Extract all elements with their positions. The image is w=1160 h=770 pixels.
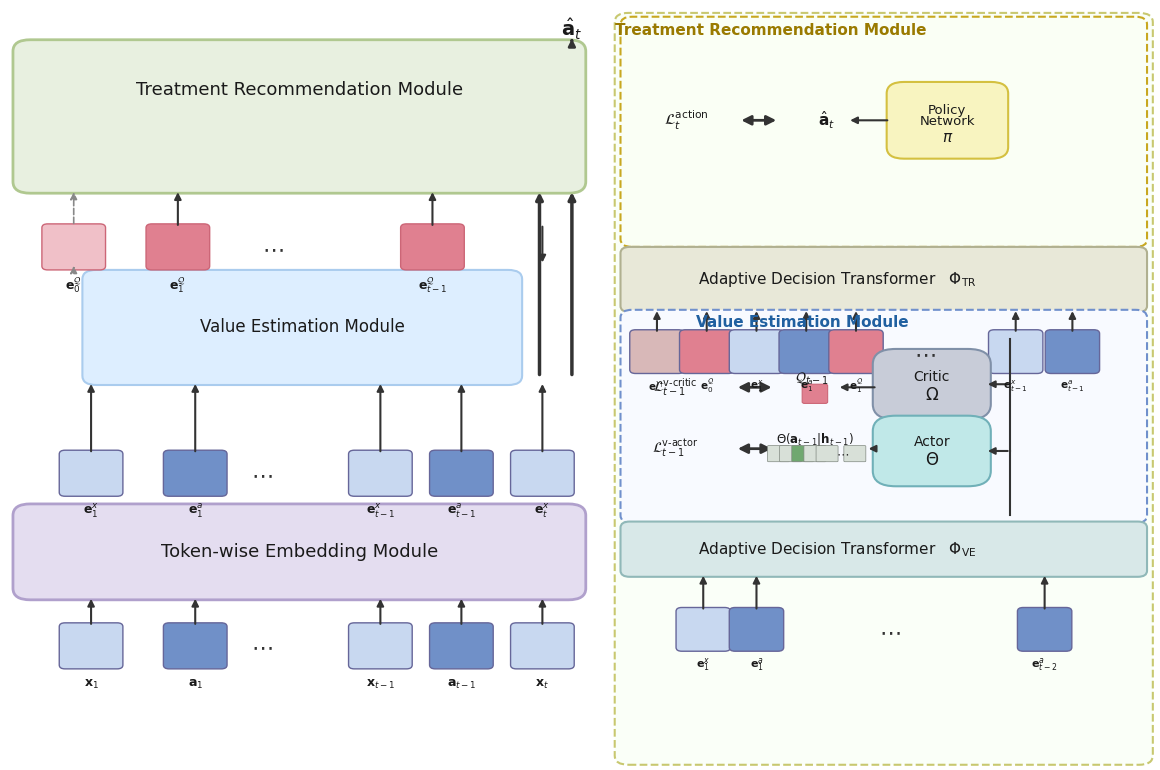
Text: Value Estimation Module: Value Estimation Module [200, 319, 405, 336]
Text: Critic: Critic [914, 370, 950, 383]
Text: $\mathbf{a}_{t-1}$: $\mathbf{a}_{t-1}$ [447, 678, 476, 691]
Text: $\pi$: $\pi$ [942, 130, 954, 146]
FancyBboxPatch shape [348, 623, 412, 669]
FancyBboxPatch shape [780, 330, 833, 373]
Text: Treatment Recommendation Module: Treatment Recommendation Module [137, 81, 464, 99]
FancyBboxPatch shape [886, 82, 1008, 159]
Text: $\cdots$: $\cdots$ [262, 239, 284, 259]
FancyBboxPatch shape [621, 310, 1147, 523]
Text: Actor: Actor [913, 435, 950, 449]
FancyBboxPatch shape [13, 504, 586, 600]
Text: $\mathbf{e}_1^\mathcal{Q}$: $\mathbf{e}_1^\mathcal{Q}$ [849, 378, 863, 395]
Text: $\mathcal{L}_{t-1}^{\mathrm{v\text{-}actor}}$: $\mathcal{L}_{t-1}^{\mathrm{v\text{-}act… [652, 438, 698, 460]
Text: Treatment Recommendation Module: Treatment Recommendation Module [615, 23, 927, 38]
Text: Value Estimation Module: Value Estimation Module [696, 315, 908, 330]
FancyBboxPatch shape [630, 330, 684, 373]
FancyBboxPatch shape [676, 608, 731, 651]
FancyBboxPatch shape [780, 446, 802, 462]
Text: $\mathbf{e}_1^x$: $\mathbf{e}_1^x$ [696, 656, 710, 673]
FancyBboxPatch shape [680, 330, 734, 373]
Text: $\cdots$: $\cdots$ [879, 622, 901, 642]
FancyBboxPatch shape [1045, 330, 1100, 373]
Text: $\mathbf{e}_{t-1}^x$: $\mathbf{e}_{t-1}^x$ [365, 503, 396, 521]
FancyBboxPatch shape [42, 224, 106, 270]
Text: $\hat{\mathbf{a}}_t$: $\hat{\mathbf{a}}_t$ [818, 109, 835, 131]
Text: $\mathcal{L}_{t-1}^{\mathrm{v\text{-}critic}}$: $\mathcal{L}_{t-1}^{\mathrm{v\text{-}cri… [653, 377, 697, 398]
Text: $\mathbf{e}_0^\mathcal{Q}$: $\mathbf{e}_0^\mathcal{Q}$ [65, 276, 82, 295]
FancyBboxPatch shape [510, 623, 574, 669]
Text: $\mathbf{e}_1^a$: $\mathbf{e}_1^a$ [749, 656, 763, 673]
Text: $\mathcal{L}_t^{\mathrm{action}}$: $\mathcal{L}_t^{\mathrm{action}}$ [665, 109, 709, 132]
Text: $\mathbf{e}_1^a$: $\mathbf{e}_1^a$ [799, 379, 813, 394]
FancyBboxPatch shape [59, 450, 123, 496]
Text: $\mathbf{e}_t^x$: $\mathbf{e}_t^x$ [535, 503, 550, 521]
Text: $\hat{\mathbf{a}}_t$: $\hat{\mathbf{a}}_t$ [561, 17, 582, 42]
Text: $\mathbf{e}_{t-1}^x$: $\mathbf{e}_{t-1}^x$ [1003, 379, 1028, 394]
FancyBboxPatch shape [1017, 608, 1072, 651]
Text: $\mathbf{e}^{Y_T}$: $\mathbf{e}^{Y_T}$ [648, 380, 666, 393]
Text: Token-wise Embedding Module: Token-wise Embedding Module [161, 544, 438, 561]
Text: Adaptive Decision Transformer   $\Phi_{\mathrm{TR}}$: Adaptive Decision Transformer $\Phi_{\ma… [697, 270, 977, 290]
Text: $\mathbf{e}_1^a$: $\mathbf{e}_1^a$ [188, 503, 203, 521]
Text: $\mathbf{x}_1$: $\mathbf{x}_1$ [84, 678, 99, 691]
Text: $\cdots$: $\cdots$ [251, 638, 273, 658]
FancyBboxPatch shape [804, 446, 826, 462]
Text: $\mathbf{e}_1^\mathcal{Q}$: $\mathbf{e}_1^\mathcal{Q}$ [169, 276, 187, 295]
FancyBboxPatch shape [843, 446, 865, 462]
Text: $\mathbf{e}_{t-1}^a$: $\mathbf{e}_{t-1}^a$ [1060, 379, 1085, 394]
FancyBboxPatch shape [621, 521, 1147, 577]
FancyBboxPatch shape [164, 450, 227, 496]
FancyBboxPatch shape [730, 330, 784, 373]
FancyBboxPatch shape [146, 224, 210, 270]
Text: $\Theta$: $\Theta$ [925, 451, 938, 469]
Text: $\mathbf{e}_{t-1}^a$: $\mathbf{e}_{t-1}^a$ [447, 503, 476, 521]
Text: $\cdots$: $\cdots$ [251, 466, 273, 486]
FancyBboxPatch shape [768, 446, 790, 462]
Text: $\mathbf{e}_0^\mathcal{Q}$: $\mathbf{e}_0^\mathcal{Q}$ [699, 378, 713, 395]
Text: $\mathbf{e}_{t-1}^\mathcal{Q}$: $\mathbf{e}_{t-1}^\mathcal{Q}$ [418, 276, 448, 295]
Text: Network: Network [920, 116, 976, 129]
FancyBboxPatch shape [621, 247, 1147, 312]
Text: $\Omega$: $\Omega$ [925, 386, 938, 404]
FancyBboxPatch shape [792, 446, 814, 462]
Text: $\mathcal{Q}_{t-1}$: $\mathcal{Q}_{t-1}$ [795, 370, 828, 387]
Text: $\Theta(\mathbf{a}_{t-1}|\mathbf{h}_{t-1})$: $\Theta(\mathbf{a}_{t-1}|\mathbf{h}_{t-1… [776, 430, 854, 447]
Text: $\mathbf{a}_1$: $\mathbf{a}_1$ [188, 678, 203, 691]
FancyBboxPatch shape [400, 224, 464, 270]
Text: $\mathbf{e}_{t-2}^a$: $\mathbf{e}_{t-2}^a$ [1031, 656, 1058, 673]
FancyBboxPatch shape [13, 40, 586, 193]
FancyBboxPatch shape [82, 270, 522, 385]
Text: $\cdots$: $\cdots$ [914, 344, 936, 364]
FancyBboxPatch shape [872, 349, 991, 420]
FancyBboxPatch shape [988, 330, 1043, 373]
FancyBboxPatch shape [730, 608, 784, 651]
FancyBboxPatch shape [817, 446, 838, 462]
FancyBboxPatch shape [621, 17, 1147, 247]
FancyBboxPatch shape [803, 384, 827, 403]
Text: $\mathbf{x}_t$: $\mathbf{x}_t$ [536, 678, 550, 691]
FancyBboxPatch shape [164, 623, 227, 669]
FancyBboxPatch shape [872, 416, 991, 487]
FancyBboxPatch shape [59, 623, 123, 669]
Text: Adaptive Decision Transformer   $\Phi_{\mathrm{VE}}$: Adaptive Decision Transformer $\Phi_{\ma… [697, 540, 976, 559]
FancyBboxPatch shape [348, 450, 412, 496]
FancyBboxPatch shape [429, 623, 493, 669]
Text: $\cdots$: $\cdots$ [836, 447, 849, 460]
FancyBboxPatch shape [615, 13, 1153, 765]
Text: $\mathbf{x}_{t-1}$: $\mathbf{x}_{t-1}$ [365, 678, 394, 691]
FancyBboxPatch shape [429, 450, 493, 496]
FancyBboxPatch shape [510, 450, 574, 496]
Text: $\mathbf{e}_1^x$: $\mathbf{e}_1^x$ [84, 503, 99, 521]
FancyBboxPatch shape [828, 330, 883, 373]
Text: $\mathbf{e}_1^x$: $\mathbf{e}_1^x$ [749, 379, 763, 394]
Text: Policy: Policy [928, 104, 966, 117]
